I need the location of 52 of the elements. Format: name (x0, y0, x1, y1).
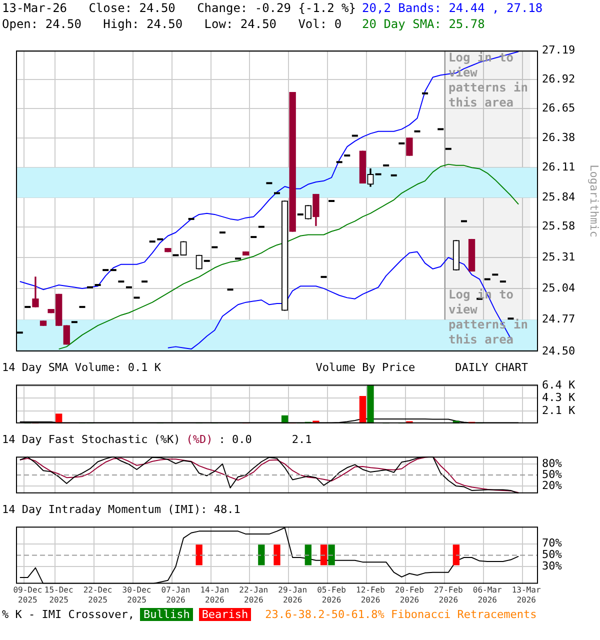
series-label: (%D) (186, 433, 213, 446)
x-tick-label: 07-Jan 2026 (161, 586, 190, 604)
x-tick-label: 20-Feb 2026 (394, 586, 424, 604)
x-tick-label: 05-Feb 2026 (317, 586, 346, 604)
y-tick-label: 70% (542, 536, 562, 550)
text: Bullish (140, 608, 193, 621)
text: Bearish (198, 608, 252, 621)
y-tick-label: 6.4 K (542, 378, 576, 392)
y-tick-label: 26.38 (542, 130, 576, 144)
chart-subtitle: Open: 24.50 High: 24.50 Low: 24.50 Vol: 0 (2, 16, 343, 32)
x-tick-label: 22-Jan 2026 (239, 586, 268, 604)
x-tick-label: 22-Dec 2025 (83, 586, 112, 604)
x-tick-label: 15-Dec 2025 (44, 586, 74, 604)
x-tick-label: 13-Mar 2026 (512, 586, 541, 604)
y-tick-label: 20% (542, 478, 562, 492)
x-tick-label: 09-Dec 2025 (13, 586, 42, 604)
y-tick-label: 24.77 (542, 312, 576, 326)
legend-title: % K - IMI Crossover, (2, 608, 134, 621)
y-tick-label: 80% (542, 456, 562, 470)
y-tick-label: 26.11 (542, 160, 576, 174)
series-label: (%K) (154, 433, 180, 446)
y-tick-label: 2.1 K (542, 404, 576, 417)
chart-title: 14 Day Intraday Momentum (IMI): 48.1 (2, 503, 240, 516)
x-tick-label: 12-Feb 2026 (356, 586, 386, 604)
text: DAILY CHART (455, 361, 528, 374)
y-tick-label: 25.04 (542, 281, 576, 294)
chart-title: 14 Day Fast Stochastic (2, 433, 148, 446)
y-tick-label: 50% (542, 468, 562, 481)
x-tick-label: 30-Dec 2025 (122, 586, 152, 604)
y-tick-label: 26.65 (542, 101, 576, 114)
y-axis-title: Logarithmic (588, 164, 600, 238)
y-tick-label: 4.3 K (542, 390, 576, 404)
chart-title: 14 Day SMA Volume: 0.1 K (2, 361, 161, 374)
text: 20 Day SMA: 25.78 (362, 16, 486, 32)
y-tick-label: 25.31 (542, 250, 576, 264)
x-tick-label: 29-Jan 2026 (278, 586, 308, 604)
y-tick-label: 24.50 (542, 344, 576, 358)
y-tick-label: 27.19 (542, 43, 576, 56)
text: 20,2 Bands: 24.44 , 27.18 (362, 0, 543, 16)
y-tick-label: 25.58 (542, 220, 576, 233)
x-tick-label: 06-Mar 2026 (472, 586, 502, 604)
text: 2.1 (292, 433, 312, 446)
text: : 0.0 (218, 433, 252, 446)
text: Volume By Price (316, 361, 416, 374)
y-tick-label: 50% (542, 548, 562, 562)
chart-title: 13-Mar-26 Close: 24.50 Change: -0.29 {-1.2 %} (2, 1, 356, 15)
y-tick-label: 30% (542, 560, 562, 572)
x-tick-label: 27-Feb 2026 (434, 586, 464, 604)
text: 23.6-38.2-50-61.8% Fibonacci Retracements (265, 608, 537, 621)
y-tick-label: 25.84 (542, 190, 576, 204)
y-tick-label: 26.92 (542, 72, 576, 86)
x-tick-label: 14-Jan 2026 (200, 586, 230, 604)
